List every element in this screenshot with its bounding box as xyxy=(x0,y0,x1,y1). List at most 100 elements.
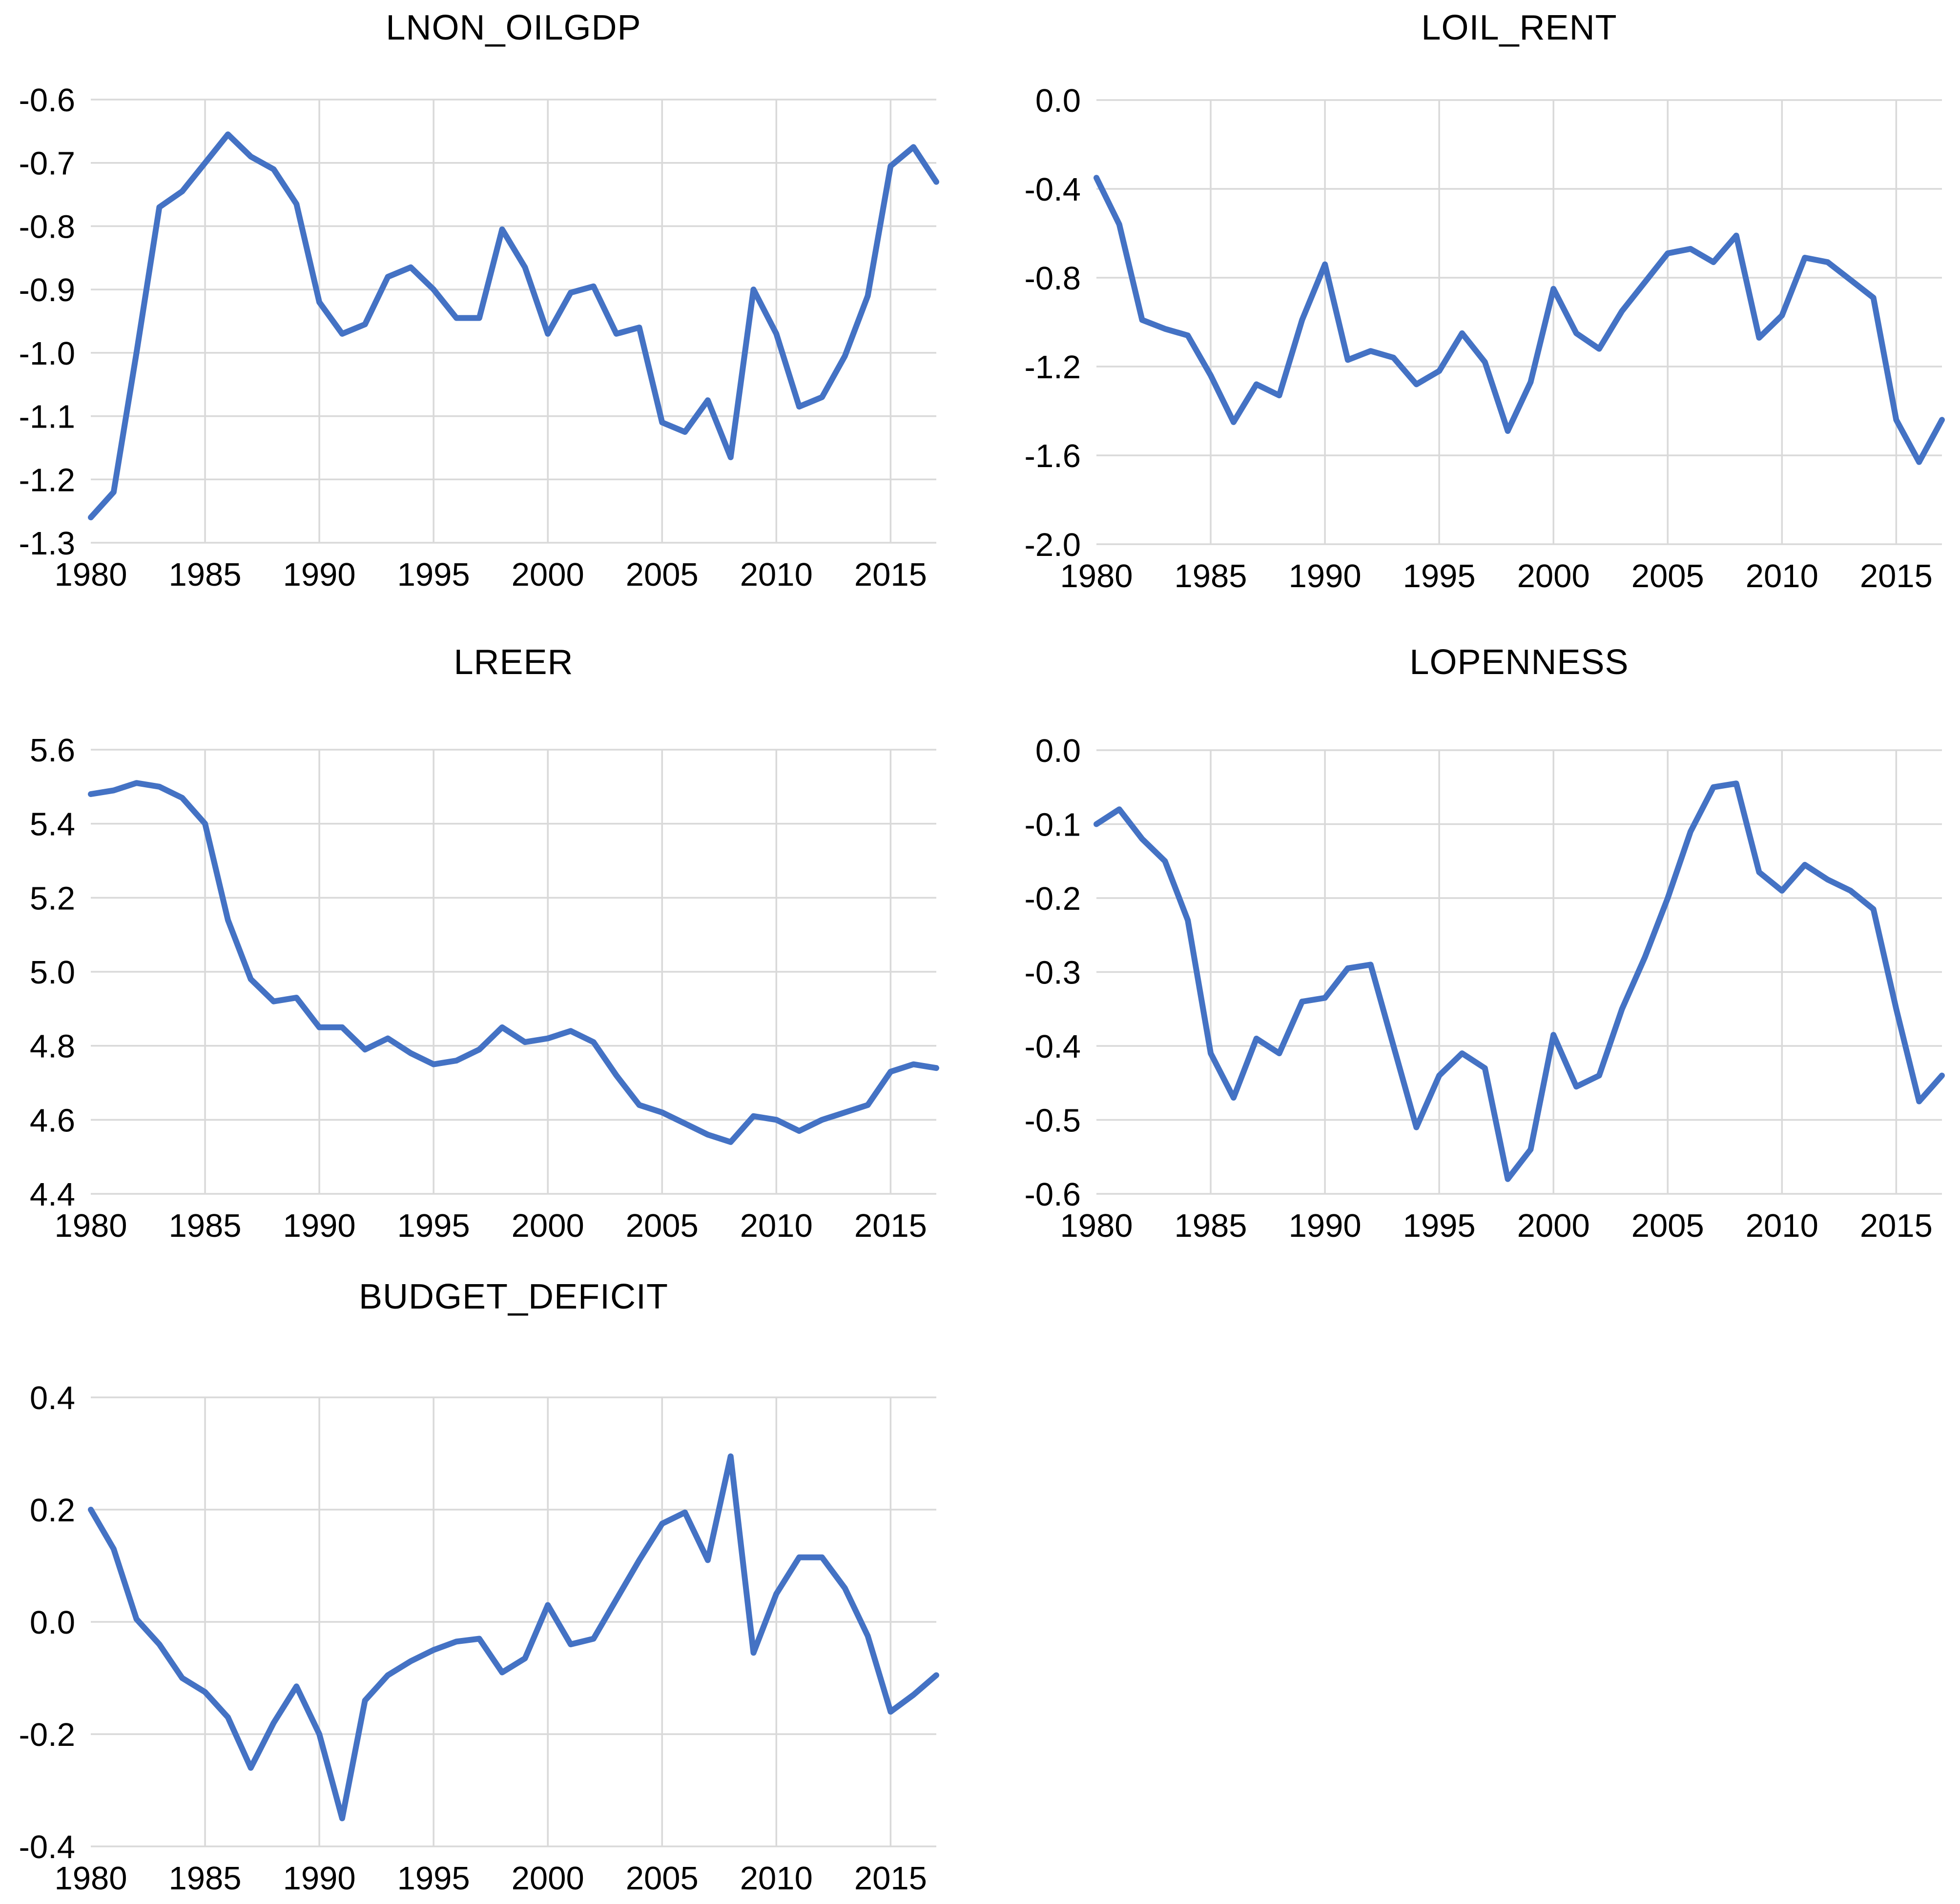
y-tick-label: -0.4 xyxy=(1025,171,1081,208)
x-tick-label: 2005 xyxy=(1631,1208,1704,1244)
chart-lopenness: LOPENNESS 0.0 -0.1 -0.2 -0.3 -0.4 -0.5 -0.6 198… xyxy=(980,635,1960,1269)
y-tick-label: -0.5 xyxy=(1025,1103,1081,1139)
y-tick-label: -0.3 xyxy=(1025,955,1081,991)
x-tick-label: 2000 xyxy=(512,1208,584,1244)
x-tick-label: 1980 xyxy=(54,1860,127,1897)
y-axis-labels: 0.4 0.2 0.0 -0.2 -0.4 xyxy=(19,1380,75,1865)
x-tick-label: 2000 xyxy=(1517,1208,1590,1244)
x-tick-label: 2010 xyxy=(1746,558,1818,594)
x-tick-label: 2015 xyxy=(854,1860,927,1897)
y-tick-label: 0.0 xyxy=(30,1604,75,1641)
gridlines xyxy=(1096,99,1942,545)
x-tick-label: 1990 xyxy=(283,556,356,593)
x-tick-label: 2015 xyxy=(1860,558,1933,594)
y-tick-label: -0.2 xyxy=(19,1717,75,1753)
chart-lnon-oilgdp: LNON_OILGDP -0.6 -0.7 -0.8 -0.9 -1.0 -1.1 -1.2… xyxy=(0,0,980,635)
gridlines xyxy=(1096,749,1942,1195)
chart-title: LREER xyxy=(454,643,574,682)
x-tick-label: 1995 xyxy=(1403,1208,1476,1244)
x-tick-label: 2010 xyxy=(740,1208,813,1244)
chart-title: LOPENNESS xyxy=(1409,643,1629,682)
chart-title: BUDGET_DEFICIT xyxy=(358,1277,669,1316)
y-tick-label: 0.2 xyxy=(30,1492,75,1529)
y-tick-label: 0.0 xyxy=(1035,733,1081,769)
gridlines xyxy=(91,749,936,1195)
x-tick-label: 1995 xyxy=(1403,558,1476,594)
x-tick-label: 1985 xyxy=(1175,1208,1247,1244)
x-tick-label: 2015 xyxy=(854,1208,927,1244)
x-axis-labels: 1980 1985 1990 1995 2000 2005 2010 2015 xyxy=(54,1208,927,1244)
x-tick-label: 1990 xyxy=(283,1208,356,1244)
series-line-budget_deficit xyxy=(88,1453,939,1822)
x-tick-label: 2010 xyxy=(740,1860,813,1897)
chart-title: LNON_OILGDP xyxy=(386,8,641,47)
x-tick-label: 1990 xyxy=(1289,558,1362,594)
x-tick-label: 2005 xyxy=(1631,558,1704,594)
gridlines xyxy=(91,99,936,544)
chart-lreer: LREER 5.6 5.4 5.2 5.0 4.8 4.6 4.4 1980 1985 1990 1… xyxy=(0,635,980,1269)
x-tick-label: 1995 xyxy=(397,1208,470,1244)
y-tick-label: -2.0 xyxy=(1025,527,1081,563)
x-tick-label: 2005 xyxy=(626,1860,699,1897)
y-tick-label: -0.1 xyxy=(1025,807,1081,843)
x-tick-label: 1980 xyxy=(1060,1208,1133,1244)
y-tick-label: -1.2 xyxy=(19,462,75,498)
x-tick-label: 1995 xyxy=(397,556,470,593)
x-tick-label: 1980 xyxy=(54,1208,127,1244)
x-tick-label: 1990 xyxy=(1289,1208,1362,1244)
series-line-lnon_oilgdp xyxy=(88,131,939,521)
x-tick-label: 2010 xyxy=(1746,1208,1818,1244)
y-tick-label: 4.8 xyxy=(30,1028,75,1065)
x-tick-label: 2000 xyxy=(1517,558,1590,594)
x-tick-label: 1985 xyxy=(169,556,242,593)
gridlines xyxy=(91,1396,936,1847)
y-tick-label: -0.9 xyxy=(19,272,75,308)
x-axis-labels: 1980 1985 1990 1995 2000 2005 2010 2015 xyxy=(1060,1208,1932,1244)
y-tick-label: -1.2 xyxy=(1025,349,1081,386)
x-tick-label: 2005 xyxy=(626,556,699,593)
x-tick-label: 2000 xyxy=(512,1860,584,1897)
y-tick-label: -0.4 xyxy=(19,1829,75,1865)
x-tick-label: 1995 xyxy=(397,1860,470,1897)
x-axis-labels: 1980 1985 1990 1995 2000 2005 2010 2015 xyxy=(1060,558,1932,594)
chart-title: LOIL_RENT xyxy=(1421,8,1617,47)
y-tick-label: 4.6 xyxy=(30,1102,75,1139)
y-tick-label: -0.6 xyxy=(19,82,75,119)
y-tick-label: -0.8 xyxy=(19,208,75,245)
y-tick-label: 0.0 xyxy=(1035,82,1081,119)
y-tick-label: -1.1 xyxy=(19,399,75,435)
x-tick-label: 1985 xyxy=(169,1208,242,1244)
y-axis-labels: 5.6 5.4 5.2 5.0 4.8 4.6 4.4 xyxy=(30,732,75,1213)
x-tick-label: 2000 xyxy=(512,556,584,593)
y-tick-label: 5.6 xyxy=(30,732,75,769)
y-tick-label: -0.7 xyxy=(19,145,75,182)
x-tick-label: 1980 xyxy=(54,556,127,593)
y-axis-labels: 0.0 -0.4 -0.8 -1.2 -1.6 -2.0 xyxy=(1025,82,1081,563)
series-line-loil_rent xyxy=(1093,175,1945,465)
y-tick-label: -1.3 xyxy=(19,525,75,562)
y-tick-label: -0.2 xyxy=(1025,880,1081,917)
y-tick-label: -0.6 xyxy=(1025,1176,1081,1213)
x-tick-label: 2015 xyxy=(1860,1208,1933,1244)
y-tick-label: 5.0 xyxy=(30,954,75,991)
x-tick-label: 2015 xyxy=(854,556,927,593)
series-line-lopenness xyxy=(1093,780,1945,1182)
x-tick-label: 1985 xyxy=(169,1860,242,1897)
x-tick-label: 2005 xyxy=(626,1208,699,1244)
x-tick-label: 1990 xyxy=(283,1860,356,1897)
chart-budget-deficit: BUDGET_DEFICIT 0.4 0.2 0.0 -0.2 -0.4 1980 1985… xyxy=(0,1269,980,1904)
x-tick-label: 1985 xyxy=(1175,558,1247,594)
y-tick-label: -1.0 xyxy=(19,335,75,372)
x-axis-labels: 1980 1985 1990 1995 2000 2005 2010 2015 xyxy=(54,1860,927,1897)
chart-loil-rent: LOIL_RENT 0.0 -0.4 -0.8 -1.2 -1.6 -2.0 1980 198… xyxy=(980,0,1960,635)
y-tick-label: -1.6 xyxy=(1025,438,1081,474)
x-tick-label: 2010 xyxy=(740,556,813,593)
y-tick-label: -0.4 xyxy=(1025,1028,1081,1065)
series-line-lreer xyxy=(88,780,939,1145)
y-tick-label: 5.4 xyxy=(30,806,75,843)
y-axis-labels: 0.0 -0.1 -0.2 -0.3 -0.4 -0.5 -0.6 xyxy=(1025,733,1081,1213)
